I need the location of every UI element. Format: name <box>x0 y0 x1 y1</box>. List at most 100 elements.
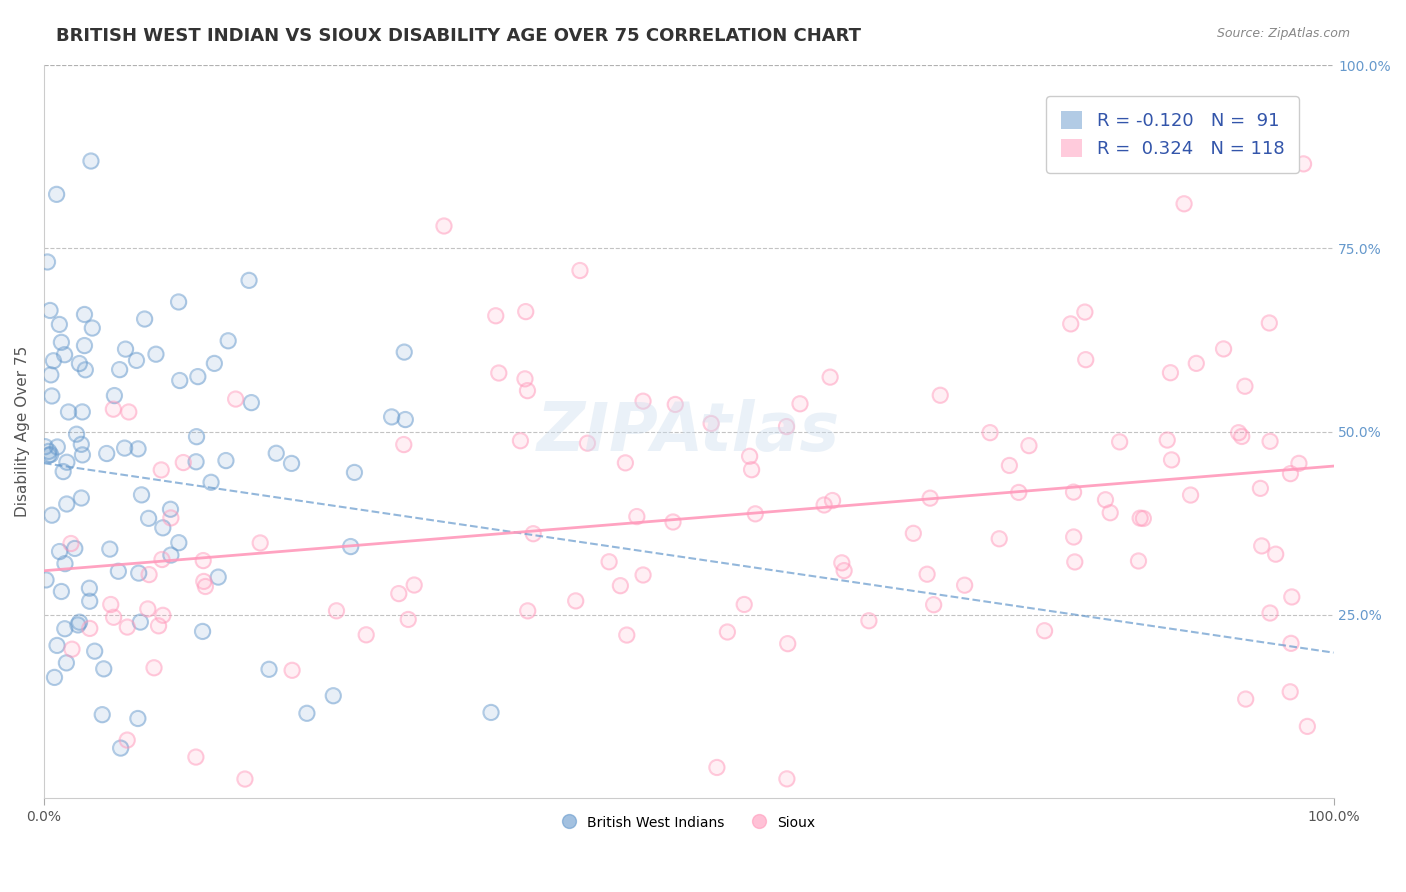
Point <box>295 706 318 721</box>
Point <box>392 437 415 451</box>
Point <box>1288 456 1310 470</box>
Point <box>1099 506 1122 520</box>
Point <box>160 548 183 562</box>
Point <box>662 515 685 529</box>
Point <box>56 455 79 469</box>
Point <box>295 706 318 721</box>
Point <box>184 455 207 469</box>
Point <box>433 219 456 233</box>
Point <box>125 353 148 368</box>
Point <box>626 509 648 524</box>
Point <box>80 154 103 169</box>
Point <box>128 566 150 580</box>
Point <box>100 598 122 612</box>
Point <box>733 598 755 612</box>
Point <box>152 608 174 623</box>
Point <box>488 366 510 380</box>
Point <box>159 502 181 516</box>
Point <box>1074 305 1097 319</box>
Point <box>281 663 304 677</box>
Point <box>1180 488 1202 502</box>
Point <box>522 526 544 541</box>
Point <box>63 541 86 556</box>
Point <box>264 446 287 460</box>
Point <box>775 419 797 434</box>
Point <box>381 409 404 424</box>
Point <box>832 564 855 578</box>
Point <box>522 526 544 541</box>
Point <box>1018 439 1040 453</box>
Point <box>631 568 654 582</box>
Point <box>136 602 159 616</box>
Point <box>72 448 94 462</box>
Point <box>59 536 82 550</box>
Point <box>207 570 229 584</box>
Point <box>396 612 419 626</box>
Point <box>1281 590 1303 604</box>
Point <box>34 440 56 454</box>
Point <box>72 405 94 419</box>
Point <box>614 456 637 470</box>
Point <box>53 622 76 636</box>
Point <box>128 566 150 580</box>
Point <box>776 772 799 786</box>
Point <box>1063 530 1085 544</box>
Point <box>191 624 214 639</box>
Point <box>569 263 592 277</box>
Point <box>394 412 416 426</box>
Point <box>56 455 79 469</box>
Point <box>51 335 73 350</box>
Point <box>1074 352 1097 367</box>
Point <box>103 610 125 624</box>
Point <box>103 402 125 417</box>
Point <box>46 639 69 653</box>
Text: Source: ZipAtlas.com: Source: ZipAtlas.com <box>1216 27 1350 40</box>
Point <box>79 581 101 595</box>
Point <box>114 441 136 455</box>
Point <box>979 425 1001 440</box>
Point <box>100 598 122 612</box>
Point <box>215 453 238 467</box>
Point <box>662 515 685 529</box>
Point <box>138 511 160 525</box>
Point <box>664 397 686 411</box>
Point <box>48 544 70 558</box>
Point <box>281 663 304 677</box>
Point <box>60 642 83 657</box>
Point <box>915 567 938 582</box>
Point <box>1264 547 1286 561</box>
Point <box>576 436 599 450</box>
Point <box>257 662 280 676</box>
Point <box>1129 511 1152 525</box>
Point <box>280 457 302 471</box>
Point <box>160 548 183 562</box>
Point <box>103 610 125 624</box>
Point <box>858 614 880 628</box>
Point <box>343 466 366 480</box>
Point <box>1128 554 1150 568</box>
Point <box>706 760 728 774</box>
Point <box>1264 547 1286 561</box>
Text: ZIPAtlas: ZIPAtlas <box>537 399 841 465</box>
Point <box>131 488 153 502</box>
Point <box>148 619 170 633</box>
Point <box>741 463 763 477</box>
Point <box>1227 425 1250 440</box>
Point <box>70 437 93 451</box>
Point <box>53 348 76 362</box>
Point <box>39 303 62 318</box>
Point <box>818 370 841 384</box>
Point <box>134 312 156 326</box>
Point <box>381 409 404 424</box>
Point <box>1279 685 1302 699</box>
Point <box>93 662 115 676</box>
Point <box>127 711 149 725</box>
Point <box>91 707 114 722</box>
Point <box>118 405 141 419</box>
Point <box>1212 342 1234 356</box>
Point <box>818 370 841 384</box>
Point <box>1230 429 1253 443</box>
Point <box>136 602 159 616</box>
Point <box>1074 305 1097 319</box>
Point <box>193 553 215 567</box>
